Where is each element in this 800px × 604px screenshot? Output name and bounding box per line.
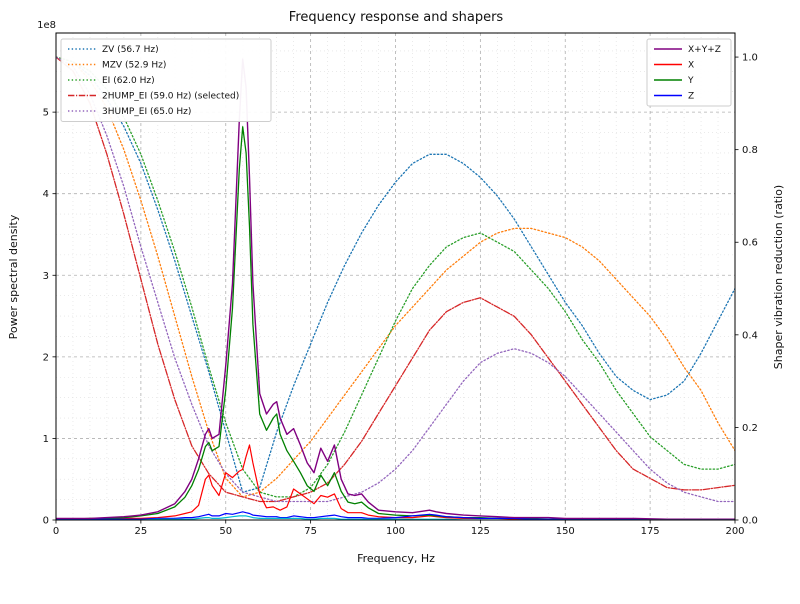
psd-curve-X+Y+Z — [56, 58, 735, 520]
y-right-tick-label: 0.2 — [742, 423, 758, 434]
x-tick-label: 100 — [386, 526, 405, 537]
shaper-curve-EI — [56, 56, 735, 498]
x-tick-label: 175 — [641, 526, 660, 537]
x-tick-label: 75 — [304, 526, 317, 537]
y-axis-offset-label: 1e8 — [37, 20, 56, 31]
series-lines — [56, 56, 735, 520]
x-tick-label: 200 — [725, 526, 744, 537]
legend-shapers-box — [60, 38, 272, 122]
left-y-axis-label: Power spectral density — [7, 214, 20, 339]
y-left-tick-label: 0 — [43, 516, 49, 527]
legend-shapers-entry-label: EI (62.0 Hz) — [102, 76, 155, 86]
shaper-curve-MZV — [56, 56, 735, 498]
legend-psd-entry-label: Y — [687, 76, 694, 86]
legend-psd-entry-label: X+Y+Z — [688, 45, 721, 55]
y-right-tick-label: 0.4 — [742, 330, 758, 341]
x-tick-label: 25 — [135, 526, 148, 537]
y-right-tick-label: 0.6 — [742, 238, 758, 249]
psd-curve-Z — [56, 511, 735, 520]
x-tick-label: 150 — [556, 526, 575, 537]
x-tick-label: 50 — [219, 526, 232, 537]
legend-shapers-entry-label: ZV (56.7 Hz) — [102, 45, 159, 55]
y-left-tick-label: 1 — [43, 434, 49, 445]
y-left-tick-label: 3 — [43, 271, 49, 282]
chart-title: Frequency response and shapers — [289, 10, 504, 25]
x-axis-label: Frequency, Hz — [357, 552, 435, 565]
right-y-axis-label: Shaper vibration reduction (ratio) — [772, 185, 785, 369]
legend-psd: X+Y+Z XYZ — [646, 38, 732, 107]
legend-psd-entry-label: Z — [688, 92, 694, 102]
shaper-curve-2HUMP_EI — [56, 56, 735, 503]
y-left-tick-label: 4 — [43, 189, 49, 200]
legend-psd-box — [646, 38, 732, 107]
legend-shapers-entry-label: 3HUMP_EI (65.0 Hz) — [102, 107, 191, 117]
legend-psd-entry-label: X — [688, 61, 694, 71]
legend-shapers-entry-label: 2HUMP_EI (59.0 Hz) (selected) — [102, 92, 239, 102]
y-right-tick-label: 0.8 — [742, 145, 758, 156]
x-tick-label: 125 — [471, 526, 490, 537]
y-right-tick-label: 0.0 — [742, 516, 758, 527]
legend-shapers-entry-label: MZV (52.9 Hz) — [102, 61, 166, 71]
axis-ticks: 0 25 50 75 100 125 150 175 200 0 1 2 3 4 5 0.0 0.2 0.4 0.6… — [43, 53, 758, 537]
legend-shapers: ZV (56.7 Hz) MZV (52.9 Hz) EI (62.0 Hz) 2HU… — [60, 38, 272, 122]
y-right-tick-label: 1.0 — [742, 53, 758, 64]
shaper-curve-3HUMP_EI — [56, 56, 735, 503]
x-tick-label: 0 — [53, 526, 59, 537]
psd-curve-after_shaper — [56, 515, 735, 520]
y-left-tick-label: 2 — [43, 352, 49, 363]
shaper-curve-ZV — [56, 56, 735, 493]
y-left-tick-label: 5 — [43, 108, 49, 119]
